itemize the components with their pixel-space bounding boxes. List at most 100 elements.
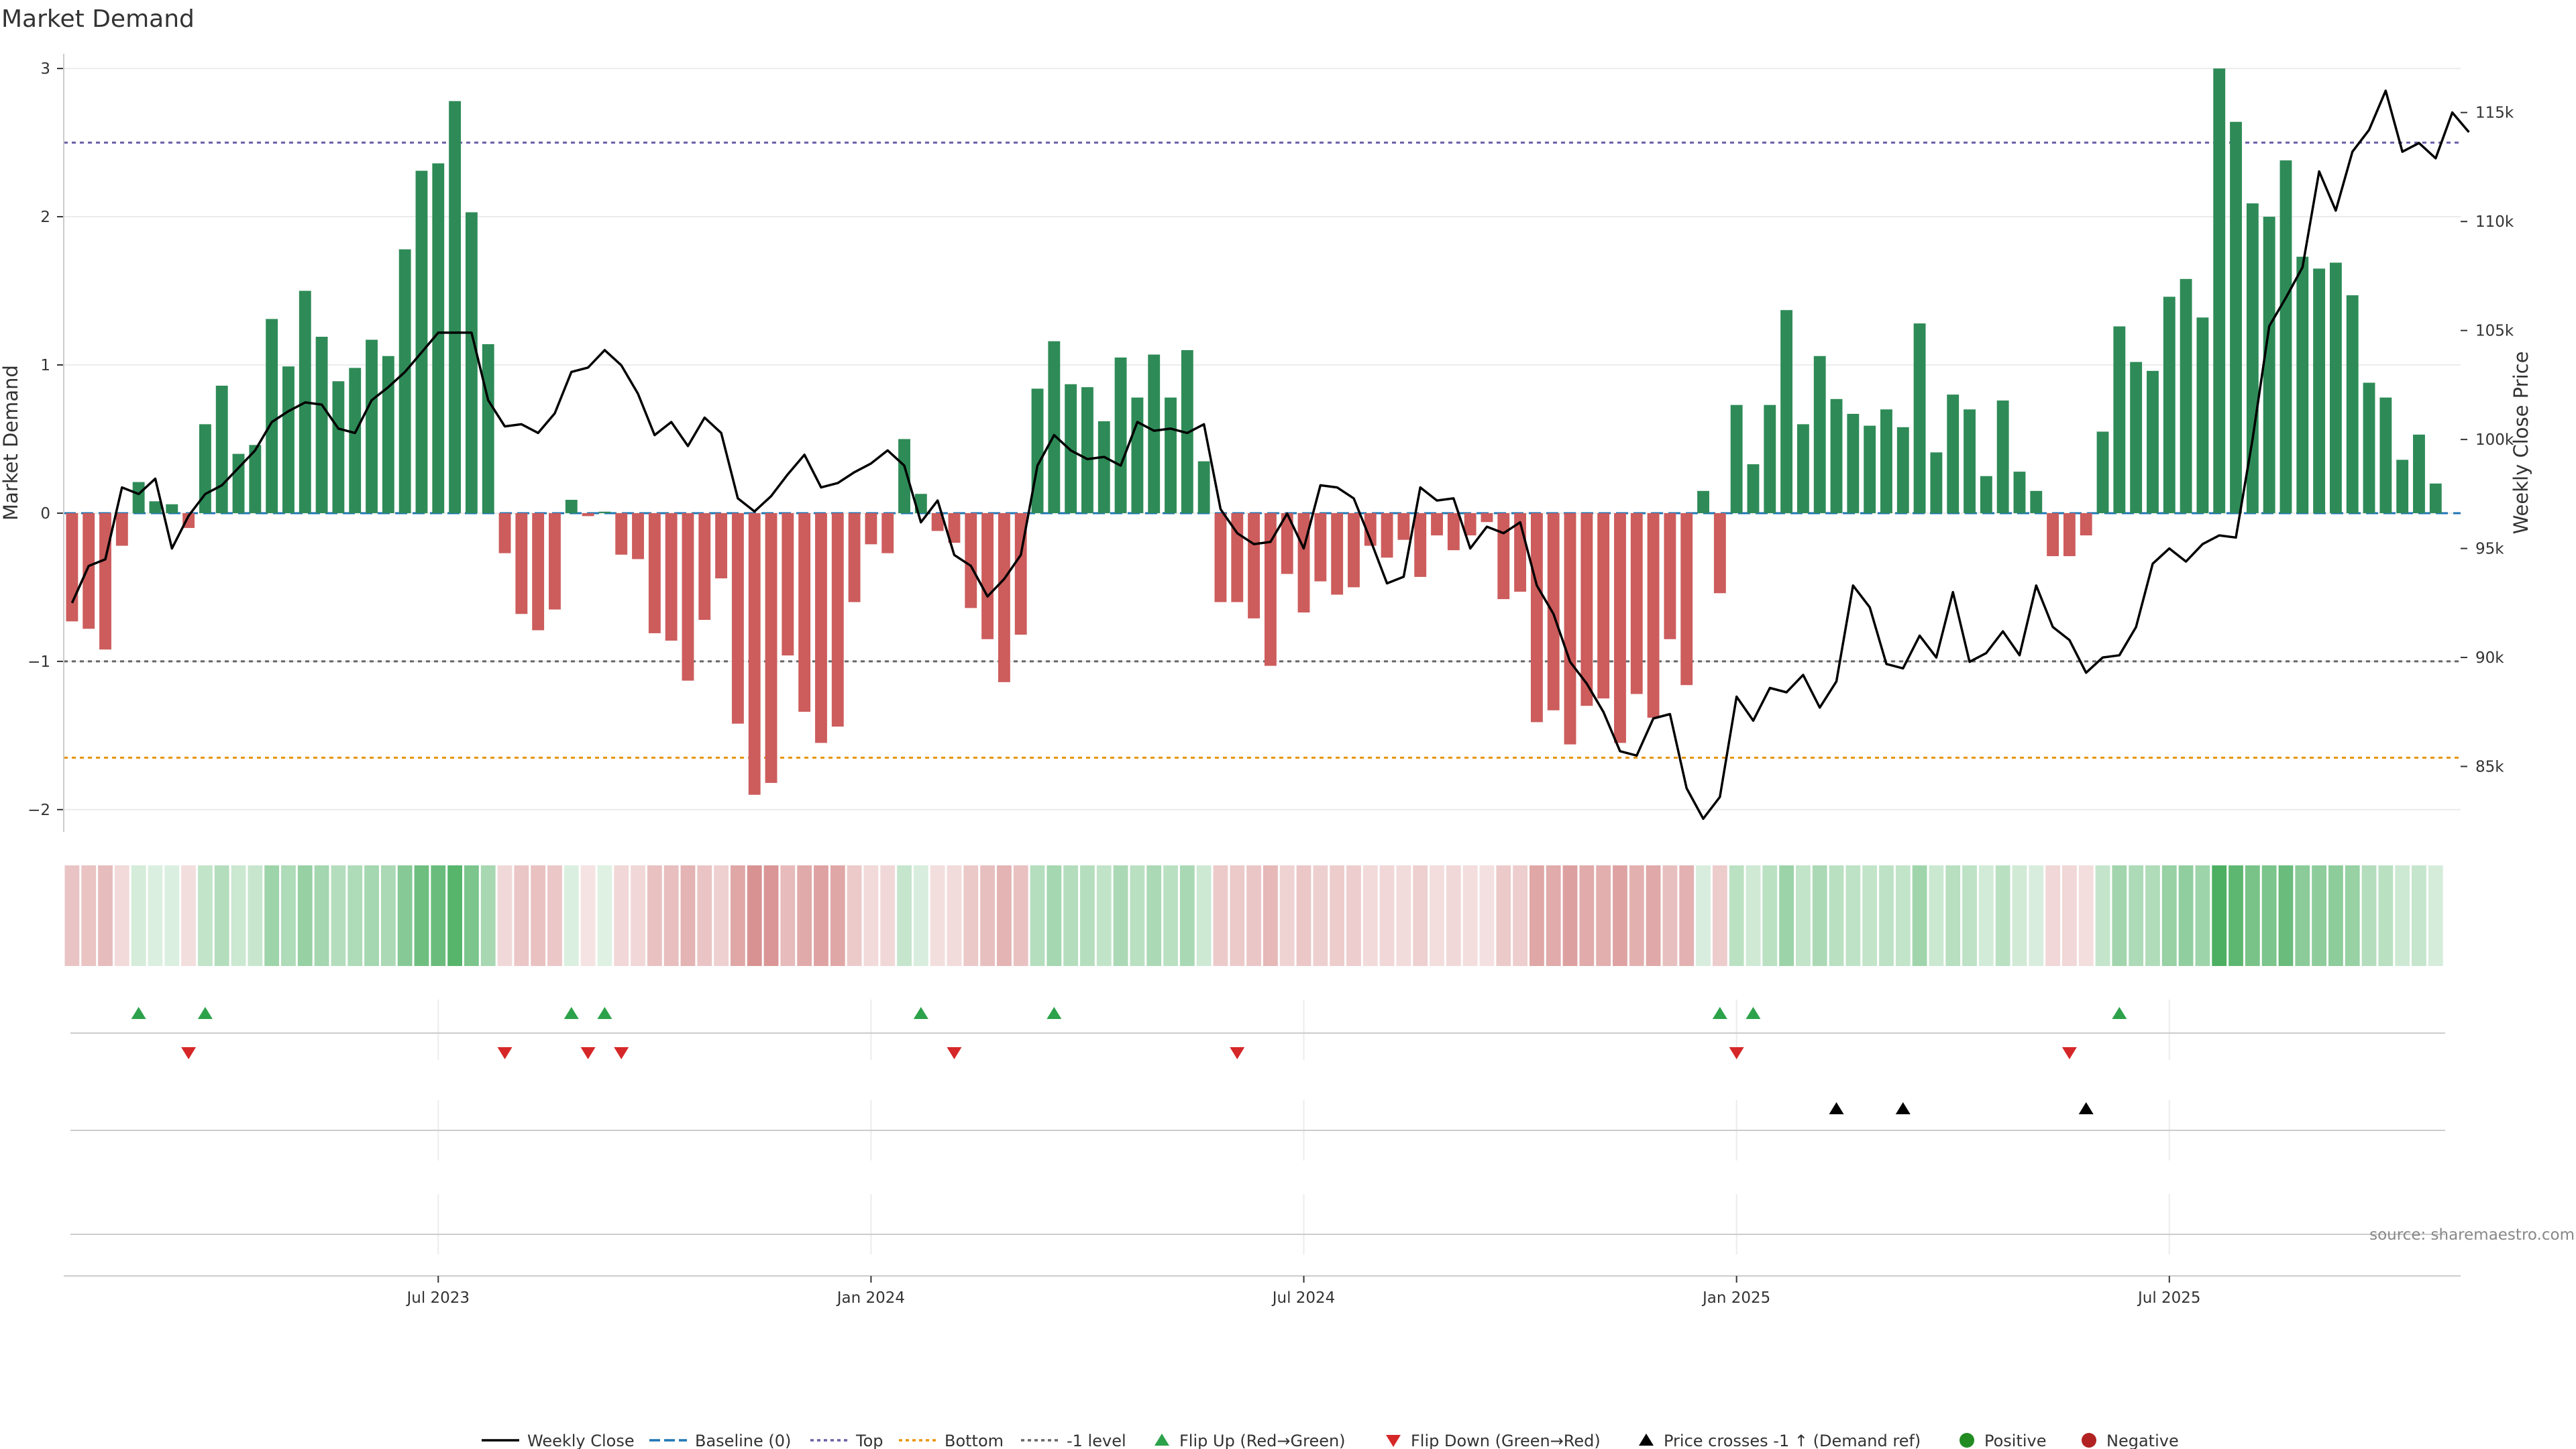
flip-down-marker [614,1047,629,1059]
demand-bar-positive [1114,357,1127,513]
price-cross-marker [1829,1102,1844,1114]
demand-bar-negative [1481,513,1493,523]
heat-cell [980,865,995,966]
heat-cell [897,865,912,966]
heat-cell [847,865,862,966]
price-cross-marker [2078,1102,2094,1114]
demand-bar-negative [981,513,994,639]
heat-cell [1313,865,1328,966]
demand-bar-negative [66,513,78,622]
demand-bar-positive [2147,370,2159,513]
demand-bar-positive [2130,362,2143,513]
heat-cell [1513,865,1527,966]
demand-bar-negative [2047,513,2059,557]
heat-cell [1945,865,1961,966]
flip-down-marker [1230,1047,1245,1059]
x-tick-label: Jul 2023 [405,1289,470,1307]
heat-cell [1479,865,1495,966]
heat-cell [2195,865,2210,966]
demand-bar-positive [1830,398,1843,513]
demand-bar-positive [2346,295,2359,513]
heat-cell [1096,865,1112,966]
y-tick-label: 2 [40,209,50,226]
heat-cell [2062,865,2077,966]
demand-bar-positive [2379,397,2392,513]
y-tick-label: 3 [40,60,50,78]
heat-cell [480,865,496,966]
heat-cell [231,865,246,966]
heat-cell [2328,865,2343,966]
demand-bar-negative [1530,513,1543,722]
demand-bar-negative [1314,513,1327,582]
heat-cell [797,865,812,966]
heat-cell [780,865,796,966]
heat-cell [1179,865,1195,966]
heat-cell [1046,865,1062,966]
heat-cell [64,865,80,966]
flip-down-marker [1729,1047,1744,1059]
demand-bar-positive [1847,413,1860,513]
demand-bar-negative [1248,513,1260,619]
heat-cell [1812,865,1827,966]
heat-cell [647,865,662,966]
heat-cell [2229,865,2243,966]
heat-cell [1895,865,1911,966]
heat-cell [830,865,845,966]
heat-cell [331,865,346,966]
demand-bar-negative [1630,513,1643,694]
heat-cell [763,865,779,966]
demand-bar-positive [1148,354,1161,513]
demand-bar-positive [215,385,228,513]
heat-cell [2261,865,2277,966]
demand-bar-positive [349,368,362,513]
demand-bar-positive [1197,461,1210,513]
demand-bar-negative [648,513,661,633]
demand-bar-positive [1964,409,1976,513]
heat-cell [1962,865,1977,966]
y2-tick-label: 90k [2475,649,2504,667]
heat-cell [2312,865,2326,966]
y-axis-label: Market Demand [0,365,22,521]
source-note: source: sharemaestro.com [2369,1226,2575,1244]
flip-down-marker [580,1047,596,1059]
demand-bar-positive [2030,490,2043,513]
heat-cell [2161,865,2177,966]
heat-cell [947,865,962,966]
demand-bar-negative [815,513,827,743]
demand-heat-strip [64,865,2443,966]
heat-cell [1330,865,1345,966]
y-tick-label: 0 [40,505,50,523]
weekly-close-series [70,89,2470,820]
heat-cell [1929,865,1944,966]
heat-cell [1829,865,1844,966]
demand-bar-negative [798,513,811,712]
heat-cell [1213,865,1228,966]
demand-bar-positive [332,381,345,513]
demand-bar-negative [1597,513,1610,699]
heat-cell [631,865,645,966]
x-tick-label: Jul 2025 [2137,1289,2201,1307]
demand-bar-positive [1081,387,1093,513]
demand-bar-negative [549,513,561,610]
demand-bar-negative [1348,513,1360,588]
y2-tick-label: 95k [2475,541,2504,558]
heat-cell [431,865,446,966]
heat-cell [2378,865,2394,966]
demand-bar-positive [2429,483,2442,513]
demand-bar-negative [1564,513,1576,745]
heat-cell [114,865,129,966]
heat-cell [1446,865,1461,966]
demand-bar-negative [99,513,111,650]
heat-cell [131,865,146,966]
heat-cell [347,865,363,966]
heat-cell [747,865,762,966]
demand-bar-negative [998,513,1010,682]
demand-bar-positive [465,212,478,513]
demand-bar-positive [432,163,445,513]
demand-bar-positive [382,356,394,513]
y-tick-label: −1 [28,653,50,671]
x-tick-label: Jan 2025 [1701,1289,1770,1307]
demand-bars [66,68,2442,795]
heat-cell [2045,865,2060,966]
